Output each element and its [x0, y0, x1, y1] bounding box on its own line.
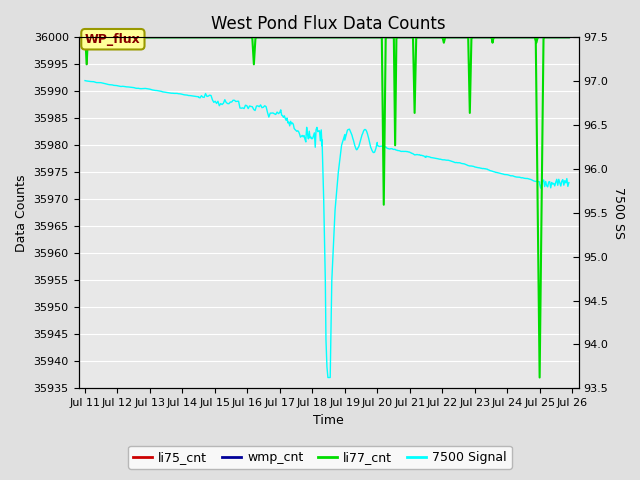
Y-axis label: 7500 SS: 7500 SS — [612, 187, 625, 239]
X-axis label: Time: Time — [313, 414, 344, 427]
Text: WP_flux: WP_flux — [85, 33, 141, 46]
Y-axis label: Data Counts: Data Counts — [15, 174, 28, 252]
Legend: li75_cnt, wmp_cnt, li77_cnt, 7500 Signal: li75_cnt, wmp_cnt, li77_cnt, 7500 Signal — [128, 446, 512, 469]
Title: West Pond Flux Data Counts: West Pond Flux Data Counts — [211, 15, 446, 33]
